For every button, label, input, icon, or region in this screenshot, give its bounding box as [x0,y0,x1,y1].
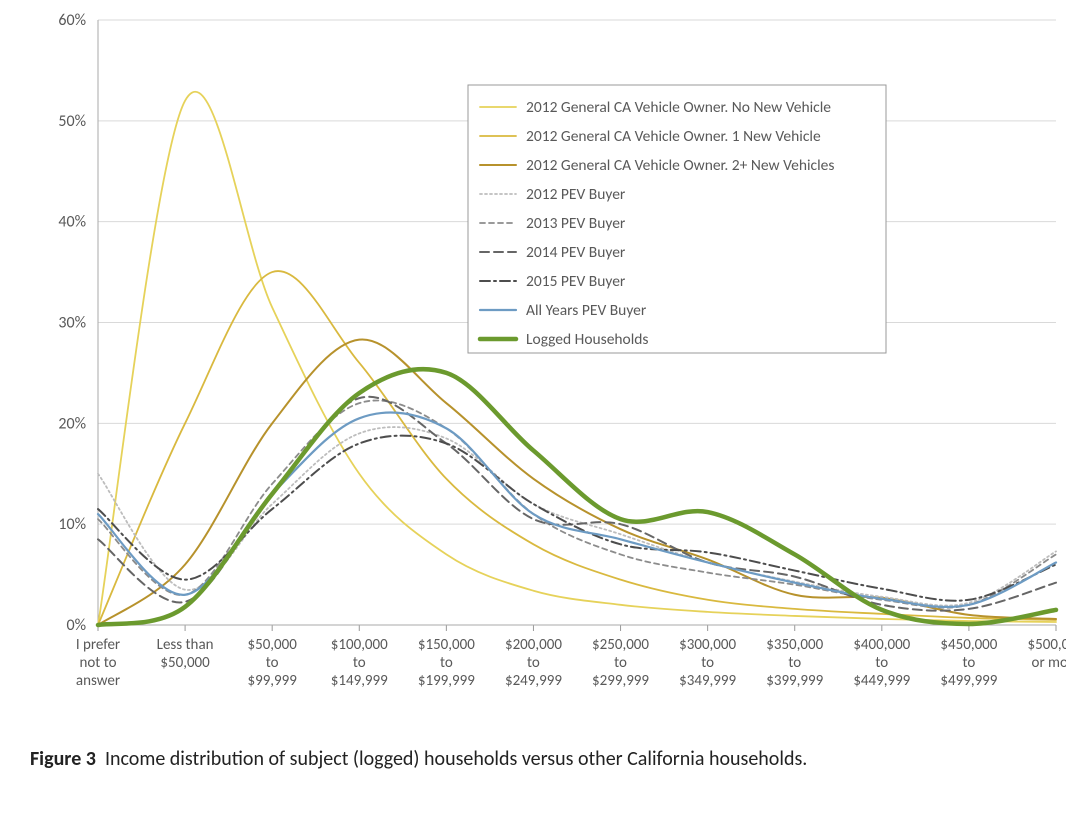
y-tick-label: 20% [58,414,86,433]
x-tick-label: $200,000to$249,999 [505,636,562,690]
x-tick-label: $100,000to$149,999 [331,636,388,690]
legend-label: 2013 PEV Buyer [526,214,626,233]
series-s2012_pev [98,427,1056,605]
series-s2012_2new [98,339,1056,625]
y-tick-label: 30% [58,314,86,333]
x-tick-label: $400,000to$449,999 [853,636,910,690]
legend-label: 2012 General CA Vehicle Owner. 2+ New Ve… [526,156,834,175]
series-slogged [98,369,1056,625]
legend-label: 2012 General CA Vehicle Owner. 1 New Veh… [526,127,821,146]
legend-label: All Years PEV Buyer [526,301,647,320]
series-s2013_pev [98,400,1056,607]
x-tick-label: $450,000to$499,999 [940,636,997,690]
y-tick-label: 0% [66,616,86,635]
figure-number: Figure 3 [30,747,96,771]
x-tick-label: $500,000or more [1028,636,1066,672]
series-s2014_pev [98,397,1056,611]
y-tick-label: 60% [58,11,86,30]
series-sall_pev [98,412,1056,606]
legend-label: 2014 PEV Buyer [526,243,626,262]
x-tick-label: I prefernot toanswer [76,636,120,690]
legend-label: 2012 General CA Vehicle Owner. No New Ve… [526,98,831,117]
y-tick-label: 50% [58,112,86,131]
legend-label: Logged Households [526,330,649,349]
y-tick-label: 10% [58,515,86,534]
legend-label: 2012 PEV Buyer [526,185,626,204]
figure-container: 0% 10% 20% 30% 40% 50% 60% I prefernot toanswer… [0,0,1086,829]
income-distribution-chart: 0% 10% 20% 30% 40% 50% 60% I prefernot toanswer… [20,10,1066,720]
legend: 2012 General CA Vehicle Owner. No New Ve… [468,85,886,353]
x-tick-label: $350,000to$399,999 [766,636,823,690]
x-tick-label: $150,000to$199,999 [418,636,475,690]
x-tick-label: $300,000to$349,999 [679,636,736,690]
legend-label: 2015 PEV Buyer [526,272,626,291]
x-tick-label: $250,000to$299,999 [592,636,649,690]
x-tick-label: Less than$50,000 [157,636,214,672]
figure-caption-text: Income distribution of subject (logged) … [105,747,807,771]
series-s2015_pev [98,436,1056,601]
y-tick-label: 40% [58,213,86,232]
x-tick-label: $50,000to$99,999 [248,636,298,690]
figure-caption: Figure 3 Income distribution of subject … [30,745,1056,773]
